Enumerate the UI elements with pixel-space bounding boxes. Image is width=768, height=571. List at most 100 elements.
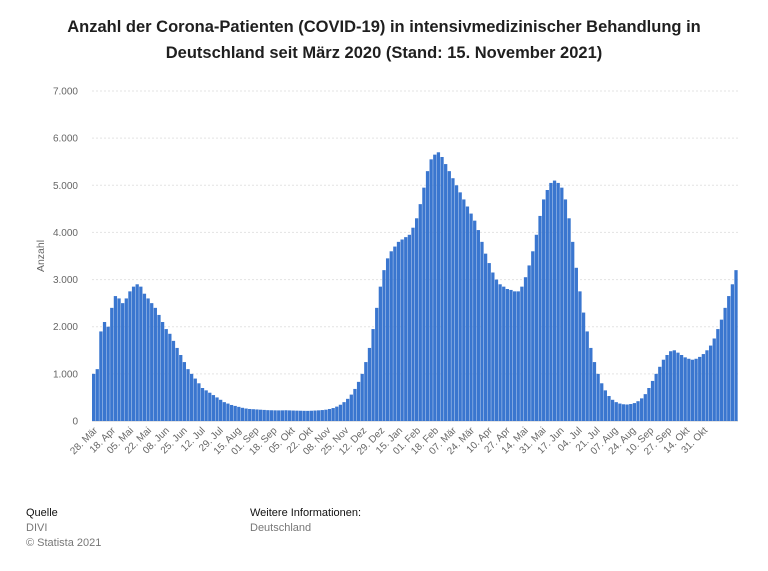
bar bbox=[404, 237, 408, 421]
bar bbox=[694, 358, 698, 421]
info-region: Deutschland bbox=[250, 522, 312, 534]
y-tick-label: 5.000 bbox=[53, 181, 78, 192]
bar bbox=[157, 314, 161, 421]
bar bbox=[556, 182, 560, 421]
bar bbox=[650, 380, 655, 421]
bar bbox=[353, 388, 357, 421]
bar bbox=[425, 171, 430, 421]
bar bbox=[113, 296, 118, 421]
bar bbox=[665, 355, 669, 421]
bar bbox=[614, 402, 618, 421]
bar bbox=[418, 204, 422, 421]
bar bbox=[164, 329, 168, 421]
bar bbox=[585, 331, 589, 421]
bar bbox=[335, 406, 339, 421]
bar bbox=[716, 329, 720, 421]
bar bbox=[600, 383, 604, 421]
bar bbox=[364, 362, 368, 421]
bar bbox=[571, 241, 575, 421]
bar bbox=[487, 263, 491, 421]
bar bbox=[117, 298, 121, 421]
bar bbox=[458, 192, 462, 421]
bar bbox=[407, 234, 412, 421]
bar bbox=[454, 185, 459, 421]
bar bbox=[200, 388, 205, 421]
bar bbox=[389, 251, 393, 421]
bar bbox=[320, 410, 324, 421]
bar bbox=[527, 265, 531, 421]
bar bbox=[371, 329, 375, 421]
bar bbox=[498, 284, 502, 421]
bar bbox=[106, 326, 110, 421]
bar bbox=[632, 403, 637, 421]
bar bbox=[607, 396, 611, 421]
bar bbox=[411, 227, 415, 421]
bar bbox=[596, 373, 600, 421]
bar bbox=[480, 241, 484, 421]
bar bbox=[99, 331, 103, 421]
bar bbox=[679, 355, 684, 421]
bar bbox=[509, 289, 513, 421]
bar bbox=[592, 362, 597, 421]
bar bbox=[298, 410, 303, 421]
bar bbox=[229, 404, 234, 421]
copyright-text: © Statista 2021 bbox=[26, 537, 102, 549]
bar bbox=[302, 410, 306, 421]
bar bbox=[255, 409, 259, 421]
bar bbox=[121, 303, 125, 421]
bar bbox=[146, 298, 150, 421]
bar bbox=[226, 403, 230, 421]
bar bbox=[135, 284, 139, 421]
bar bbox=[284, 410, 288, 421]
bar bbox=[222, 402, 226, 421]
bar bbox=[204, 390, 208, 421]
y-tick-label: 1.000 bbox=[53, 369, 78, 380]
bar bbox=[712, 338, 716, 421]
y-tick-label: 0 bbox=[72, 417, 78, 428]
y-tick-label: 4.000 bbox=[53, 228, 78, 239]
bar bbox=[625, 404, 629, 421]
bar bbox=[683, 357, 687, 421]
bar bbox=[186, 369, 190, 421]
bar bbox=[636, 401, 640, 421]
bar bbox=[505, 289, 510, 421]
bar bbox=[447, 171, 451, 421]
bar bbox=[349, 394, 353, 421]
bar bbox=[385, 258, 390, 421]
bar bbox=[491, 272, 495, 421]
bar bbox=[531, 251, 535, 421]
bar bbox=[469, 213, 473, 421]
bar bbox=[520, 286, 524, 421]
info-block: Weitere Informationen: Deutschland bbox=[250, 506, 361, 536]
bar bbox=[215, 397, 219, 421]
y-tick-label: 6.000 bbox=[53, 134, 78, 145]
bar bbox=[676, 352, 680, 421]
bar bbox=[160, 322, 165, 421]
bar bbox=[473, 220, 477, 421]
bar bbox=[723, 307, 727, 421]
bar bbox=[465, 206, 470, 421]
bar bbox=[440, 157, 444, 421]
bar bbox=[393, 246, 397, 421]
bar bbox=[534, 234, 539, 421]
bar bbox=[462, 199, 466, 421]
bar bbox=[258, 409, 263, 421]
bar bbox=[128, 291, 132, 421]
bar bbox=[516, 291, 520, 421]
y-tick-label: 2.000 bbox=[53, 322, 78, 333]
bar bbox=[139, 286, 143, 421]
y-tick-label: 3.000 bbox=[53, 275, 78, 286]
bar bbox=[538, 215, 542, 421]
bar bbox=[643, 394, 647, 421]
bar bbox=[451, 178, 455, 421]
bar bbox=[436, 152, 441, 422]
bar bbox=[248, 408, 252, 421]
bar bbox=[251, 409, 255, 421]
bar bbox=[266, 410, 270, 421]
source-name: DIVI bbox=[26, 522, 48, 534]
bar bbox=[175, 347, 179, 421]
bar bbox=[382, 270, 386, 421]
bar bbox=[346, 398, 350, 421]
bar bbox=[142, 293, 147, 421]
